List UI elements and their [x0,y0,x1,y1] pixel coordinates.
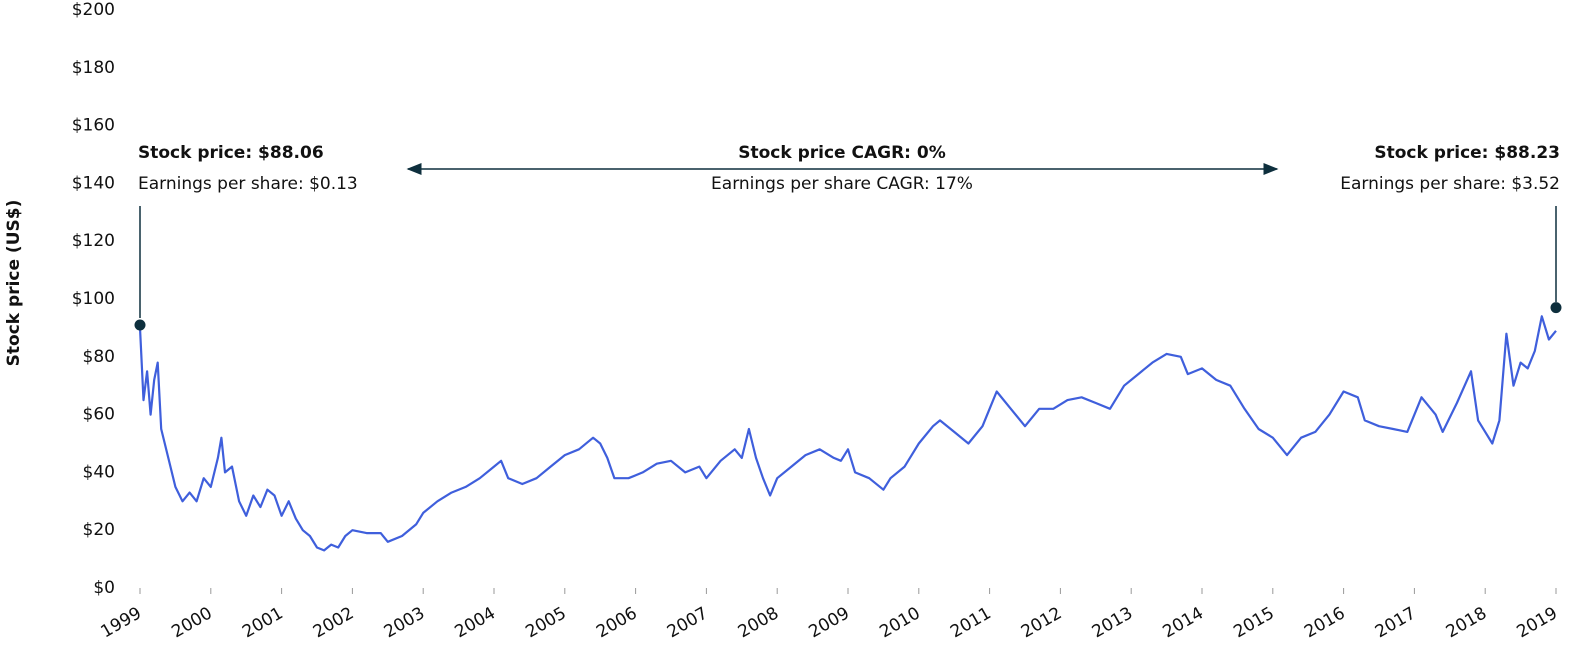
x-tick-label: 2012 [1018,603,1065,642]
x-tick-label: 2008 [735,603,782,642]
y-tick-label: $160 [72,116,115,136]
x-tick-label: 1999 [98,603,145,642]
x-tick-label: 2015 [1230,603,1277,642]
x-tick-label: 2016 [1301,603,1348,642]
annotation-title: Stock price CAGR: 0% [738,143,946,163]
y-tick-label: $20 [83,520,115,540]
y-tick-label: $100 [72,289,115,309]
y-tick-label: $120 [72,231,115,251]
x-tick-label: 2001 [239,603,286,642]
y-axis-label: Stock price (US$) [4,200,24,367]
annotation-title: Stock price: $88.06 [138,143,324,163]
annotation-text: Earnings per share: $3.52 [1340,174,1560,194]
annotation-text: Earnings per share CAGR: 17% [711,174,973,194]
x-tick-label: 2004 [452,603,499,642]
x-tick-label: 2018 [1443,603,1490,642]
x-tick-label: 2019 [1514,603,1561,642]
x-tick-label: 2009 [806,603,853,642]
y-tick-label: $200 [72,0,115,20]
x-tick-label: 2002 [310,603,357,642]
x-tick-label: 2011 [947,603,994,642]
y-tick-label: $0 [93,578,115,598]
y-tick-label: $60 [83,405,115,425]
x-tick-label: 2000 [168,603,215,642]
y-tick-label: $180 [72,58,115,78]
x-tick-label: 2005 [522,603,569,642]
x-tick-label: 2010 [876,603,923,642]
annotation-title: Stock price: $88.23 [1374,143,1560,163]
y-tick-label: $140 [72,173,115,193]
y-tick-label: $40 [83,462,115,482]
x-tick-label: 2003 [381,603,428,642]
x-tick-label: 2013 [1089,603,1136,642]
endpoint-marker [134,319,146,331]
price-line [138,315,1557,552]
x-tick-label: 2006 [593,603,640,642]
annotation-text: Earnings per share: $0.13 [138,174,358,194]
x-tick-label: 2007 [664,603,711,642]
x-tick-label: 2017 [1372,603,1419,642]
x-tick-label: 2014 [1160,603,1207,642]
endpoint-marker [1550,302,1562,314]
y-tick-label: $80 [83,347,115,367]
